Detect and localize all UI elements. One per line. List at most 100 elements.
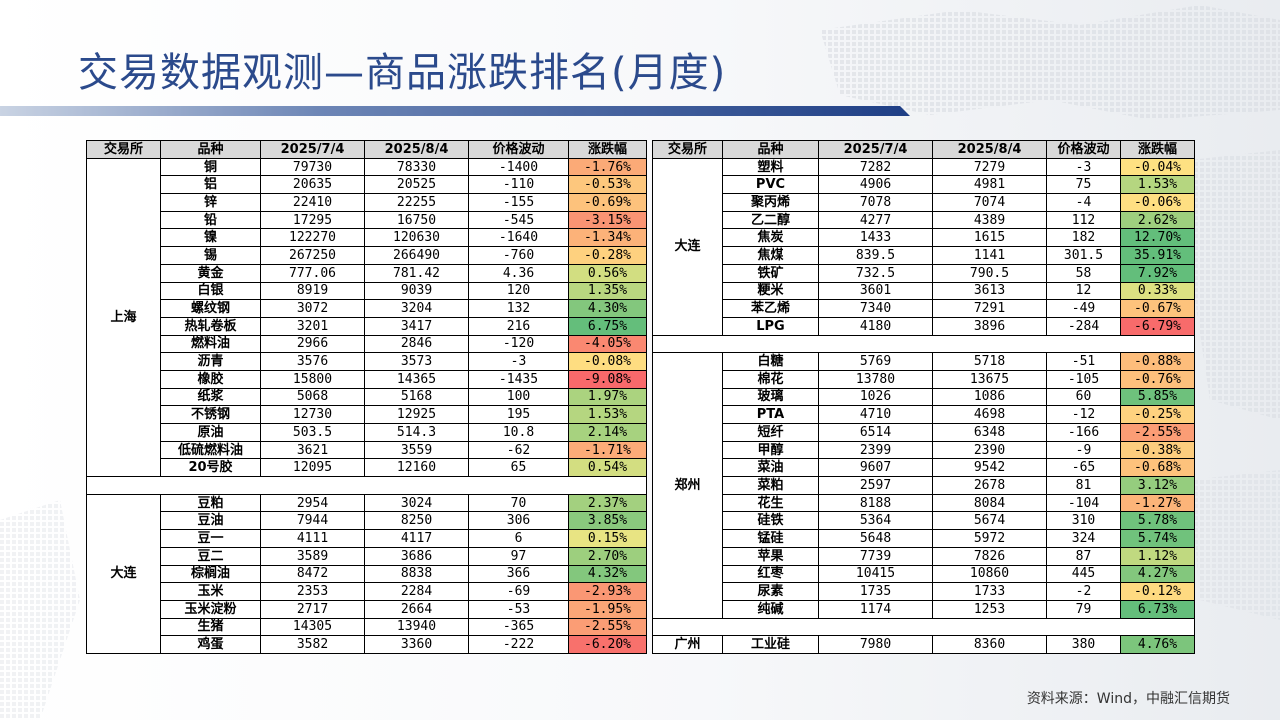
- change-pct-cell: -0.67%: [1120, 299, 1195, 318]
- data-source-note: 资料来源：Wind，中融汇信期货: [1026, 691, 1230, 707]
- variety-cell: 棕榈油: [160, 564, 261, 584]
- price-change-cell: -105: [1046, 369, 1121, 389]
- table-row: 低硫燃料油 3621 3559 -62 -1.71%: [87, 440, 647, 460]
- price-change-cell: 60: [1046, 387, 1121, 407]
- price-start-cell: 2954: [260, 493, 365, 513]
- group-separator-row: [86, 476, 647, 495]
- table-row: 粳米 3601 3613 12 0.33%: [653, 281, 1195, 301]
- price-change-cell: -284: [1046, 316, 1121, 336]
- table-row: 镍 122270 120630 -1640 -1.34%: [87, 228, 647, 248]
- group-separator-row: [652, 334, 1195, 354]
- table-row: PTA 4710 4698 -12 -0.25%: [653, 405, 1195, 424]
- price-start-cell: 10415: [818, 564, 933, 584]
- change-pct-cell: -0.12%: [1120, 582, 1195, 601]
- price-start-cell: 7944: [260, 511, 365, 531]
- price-start-cell: 3601: [818, 281, 933, 301]
- change-pct-cell: 3.85%: [568, 511, 647, 531]
- table-row: 花生 8188 8084 -104 -1.27%: [653, 493, 1195, 513]
- change-pct-cell: -2.55%: [1120, 423, 1195, 442]
- price-end-cell: 2678: [932, 476, 1047, 495]
- price-change-cell: -49: [1046, 299, 1121, 318]
- table-row: 聚丙烯 7078 7074 -4 -0.06%: [653, 193, 1195, 212]
- variety-cell: 热轧卷板: [160, 316, 261, 336]
- table-row: 大连 塑料 7282 7279 -3 -0.04%: [652, 157, 1195, 336]
- price-start-cell: 12095: [260, 458, 365, 478]
- change-pct-cell: 4.32%: [568, 564, 647, 584]
- variety-cell: 鸡蛋: [160, 635, 261, 654]
- variety-cell: 白糖: [722, 352, 819, 371]
- header-change-pct: 涨跌幅: [1120, 140, 1195, 159]
- change-pct-cell: -9.08%: [568, 369, 647, 389]
- price-start-cell: 5364: [818, 511, 933, 531]
- price-start-cell: 6514: [818, 423, 933, 442]
- change-pct-cell: -4.05%: [568, 334, 647, 354]
- variety-cell: 不锈钢: [160, 405, 261, 424]
- change-pct-cell: -0.68%: [1120, 458, 1195, 478]
- price-start-cell: 732.5: [818, 263, 933, 283]
- table-row: 豆一 4111 4117 6 0.15%: [87, 529, 647, 548]
- price-start-cell: 2597: [818, 476, 933, 495]
- variety-cell: 棉花: [722, 369, 819, 389]
- variety-cell: 苹果: [722, 546, 819, 566]
- price-end-cell: 3204: [364, 299, 469, 318]
- table-row: 锡 267250 266490 -760 -0.28%: [87, 246, 647, 265]
- change-pct-cell: -0.04%: [1120, 157, 1195, 177]
- variety-cell: 菜油: [722, 458, 819, 478]
- change-pct-cell: -0.38%: [1120, 440, 1195, 460]
- price-start-cell: 4277: [818, 210, 933, 230]
- header-change-pct: 涨跌幅: [568, 140, 647, 159]
- price-change-cell: -110: [468, 175, 569, 195]
- price-start-cell: 4906: [818, 175, 933, 195]
- variety-cell: 橡胶: [160, 369, 261, 389]
- change-pct-cell: -1.76%: [568, 157, 647, 177]
- table-row: 棉花 13780 13675 -105 -0.76%: [653, 369, 1195, 389]
- table-row: 燃料油 2966 2846 -120 -4.05%: [87, 334, 647, 354]
- price-change-cell: -9: [1046, 440, 1121, 460]
- price-change-cell: -1400: [468, 157, 569, 177]
- variety-cell: 豆二: [160, 546, 261, 566]
- change-pct-cell: 4.27%: [1120, 564, 1195, 584]
- variety-cell: 铅: [160, 210, 261, 230]
- price-end-cell: 266490: [364, 246, 469, 265]
- price-start-cell: 8188: [818, 493, 933, 513]
- variety-cell: 短纤: [722, 423, 819, 442]
- table-row: 红枣 10415 10860 445 4.27%: [653, 564, 1195, 584]
- table-row: 不锈钢 12730 12925 195 1.53%: [87, 405, 647, 424]
- price-change-cell: -3: [468, 352, 569, 371]
- separator-cell: [652, 617, 1195, 637]
- price-change-cell: 100: [468, 387, 569, 407]
- table-row: 上海铜 79730 78330 -1400 -1.76%: [86, 157, 647, 478]
- price-end-cell: 12160: [364, 458, 469, 478]
- change-pct-cell: 7.92%: [1120, 263, 1195, 283]
- table-row: 豆二 3589 3686 97 2.70%: [87, 546, 647, 566]
- variety-cell: 纸浆: [160, 387, 261, 407]
- price-change-cell: 6: [468, 529, 569, 548]
- change-pct-cell: 6.75%: [568, 316, 647, 336]
- header-date-2: 2025/8/4: [364, 140, 469, 159]
- header-variety: 品种: [160, 140, 261, 159]
- table-row: 20号胶 12095 12160 65 0.54%: [87, 458, 647, 478]
- price-end-cell: 13675: [932, 369, 1047, 389]
- price-end-cell: 6348: [932, 423, 1047, 442]
- price-end-cell: 514.3: [364, 423, 469, 442]
- price-end-cell: 3573: [364, 352, 469, 371]
- price-end-cell: 12925: [364, 405, 469, 424]
- variety-cell: 铜: [160, 157, 261, 177]
- price-end-cell: 8838: [364, 564, 469, 584]
- change-pct-cell: 2.70%: [568, 546, 647, 566]
- change-pct-cell: 1.97%: [568, 387, 647, 407]
- price-change-cell: 4.36: [468, 263, 569, 283]
- price-start-cell: 1026: [818, 387, 933, 407]
- table-row: PVC 4906 4981 75 1.53%: [653, 175, 1195, 195]
- table-row: 锰硅 5648 5972 324 5.74%: [653, 529, 1195, 548]
- price-change-cell: -1640: [468, 228, 569, 248]
- table-row: 郑州 白糖 5769 5718 -51 -0.88%: [652, 352, 1195, 619]
- price-start-cell: 3201: [260, 316, 365, 336]
- price-change-cell: -166: [1046, 423, 1121, 442]
- variety-cell: 红枣: [722, 564, 819, 584]
- header-exchange: 交易所: [652, 140, 723, 159]
- table-row: 热轧卷板 3201 3417 216 6.75%: [87, 316, 647, 336]
- exchange-cell: 郑州: [652, 352, 723, 619]
- price-start-cell: 13780: [818, 369, 933, 389]
- price-start-cell: 3589: [260, 546, 365, 566]
